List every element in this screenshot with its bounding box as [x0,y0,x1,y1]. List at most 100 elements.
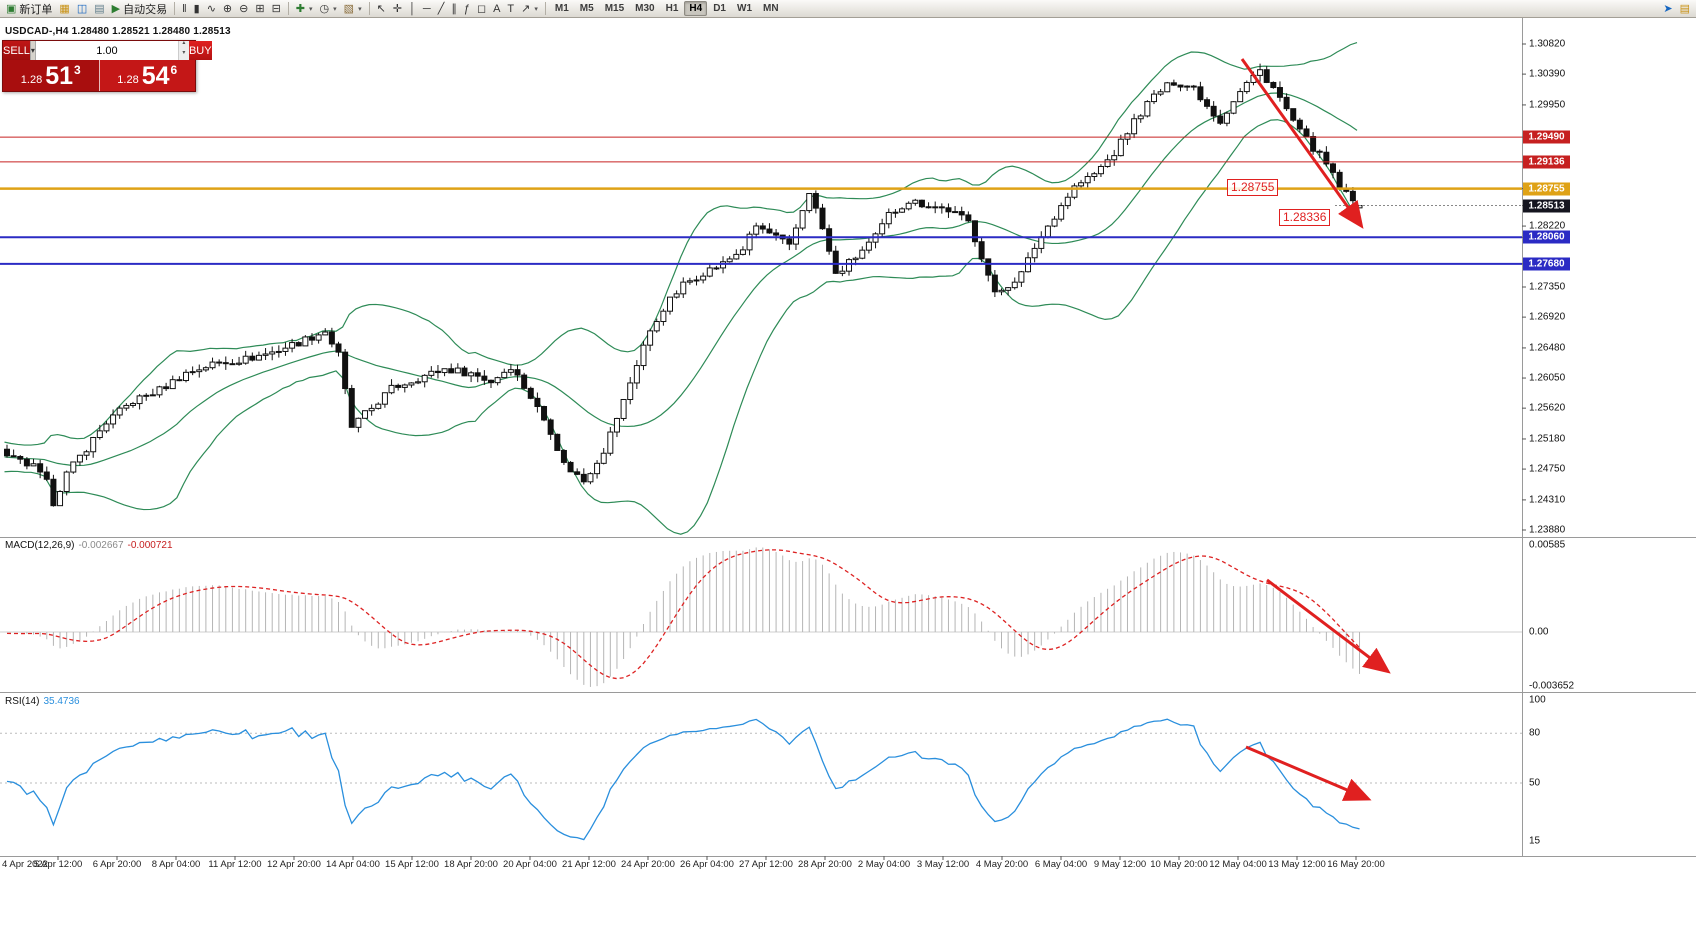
news-icon: ▤ [1679,2,1690,15]
price-annotation[interactable]: 1.28336 [1279,209,1331,226]
macd-main-value: -0.002667 [78,540,124,551]
horizontal-line-button[interactable]: ─ [420,1,434,17]
indicators-icon: ✚ [295,2,306,15]
bid-price-button[interactable]: 1.28 51 3 [3,60,100,91]
trade-panel-top-row: SELL ▾ ▴ ▾ BUY [3,40,212,60]
macd-name: MACD(12,26,9) [5,540,75,551]
rsi-axis-label: 100 [1529,694,1546,706]
zoom-in-icon: ⊕ [222,2,233,15]
timeframe-m30-button[interactable]: M30 [635,3,655,14]
time-axis-label: 12 Apr 20:00 [267,859,321,870]
rsi-name: RSI(14) [5,696,40,707]
timeframe-h4-button[interactable]: H4 [684,1,708,16]
chart-ohlc-header: USDCAD-,H4 1.28480 1.28521 1.28480 1.285… [5,26,231,37]
volume-up-button[interactable]: ▴ [178,40,189,51]
periods-button[interactable]: ◷ ▾ [317,1,340,17]
arrange-windows-icon: ⊟ [271,2,281,15]
one-click-trading-panel: SELL ▾ ▴ ▾ BUY 1.28 51 3 1.28 54 6 [2,40,212,92]
time-axis-label: 8 Apr 04:00 [151,859,201,870]
timeframe-d1-button[interactable]: D1 [713,3,726,14]
macd-indicator-label: MACD(12,26,9) -0.002667 -0.000721 [5,540,173,551]
time-axis-label: 21 Apr 12:00 [562,859,616,870]
data-window-icon: ▤ [94,2,105,15]
line-chart-button[interactable]: ∿ [204,1,219,17]
time-axis-label: 27 Apr 12:00 [739,859,793,870]
autotrading-button[interactable]: ▶ 自动交易 [109,1,170,17]
volume-input[interactable] [35,41,178,60]
time-axis-label: 24 Apr 20:00 [621,859,675,870]
text-button[interactable]: A [490,1,503,17]
chart-profiles-button[interactable]: ▦ [56,1,72,17]
time-axis-label: 18 Apr 20:00 [444,859,498,870]
toolbar-separator [544,2,546,15]
price-axis-label: 1.27350 [1529,281,1566,293]
timeframe-h1-button[interactable]: H1 [665,3,679,14]
time-axis-label: 4 Apr 2022 [2,859,48,870]
chart-profiles-icon: ▦ [59,2,70,15]
autotrading-button-label: 自动交易 [123,3,168,16]
bar-chart-button[interactable]: ‖ [179,1,190,17]
timeframe-m5-button[interactable]: M5 [579,3,594,14]
zoom-in-button[interactable]: ⊕ [220,1,235,17]
zoom-out-button[interactable]: ⊖ [236,1,251,17]
price-axis-label: 1.26920 [1529,311,1566,323]
news-button[interactable]: ▤ [1677,1,1693,17]
tile-windows-button[interactable]: ⊞ [252,1,267,17]
ask-price-int: 1.28 [117,74,139,86]
volume-preset-dropdown[interactable]: ▾ [29,41,36,60]
toolbar-separator [368,2,370,15]
candlestick-chart-button[interactable]: ▮ [191,1,203,17]
price-axis-badge-current: 1.28513 [1523,199,1570,213]
price-annotation[interactable]: 1.28755 [1227,179,1279,196]
ask-price-sup: 6 [170,63,178,77]
label-icon: T [507,2,515,15]
arrange-windows-button[interactable]: ⊟ [269,1,284,17]
fibonacci-button[interactable]: ƒ [461,1,473,17]
vertical-line-button[interactable]: │ [406,1,419,17]
sell-button[interactable]: SELL [3,41,30,60]
arrows-button[interactable]: ↗ ▾ [518,1,541,17]
shapes-button[interactable]: ◻ [474,1,489,17]
community-icon: ➤ [1663,2,1673,15]
data-window-button[interactable]: ▤ [91,1,107,17]
timeframe-m1-button[interactable]: M1 [554,3,569,14]
timeframe-mn-button[interactable]: MN [763,3,779,14]
rsi-value: 35.4736 [43,696,80,707]
price-axis-label: 1.26480 [1529,342,1566,354]
community-button[interactable]: ➤ [1660,1,1675,17]
macd-axis-label: 0.00585 [1529,539,1566,551]
market-watch-button[interactable]: ◫ [74,1,90,17]
price-axis-badge-blue: 1.28060 [1523,230,1570,244]
volume-down-button[interactable]: ▾ [178,50,189,60]
indicators-button[interactable]: ✚ ▾ [293,1,316,17]
timeframe-w1-button[interactable]: W1 [737,3,752,14]
macd-axis-label: 0.00 [1529,626,1549,638]
price-axis-badge-orange: 1.28755 [1523,182,1570,196]
chevron-down-icon: ▾ [534,5,538,13]
rsi-indicator-label: RSI(14) 35.4736 [5,696,80,707]
crosshair-button[interactable]: ✛ [390,1,405,17]
new-order-button[interactable]: ▣ 新订单 [3,1,55,17]
price-axis-label: 1.24750 [1529,463,1566,475]
macd-axis-label: -0.003652 [1529,680,1575,692]
bid-price-sup: 3 [74,63,81,77]
time-axis-label: 6 May 04:00 [1034,859,1088,870]
price-axis-label: 1.23880 [1529,524,1566,536]
price-axis-label: 1.25620 [1529,402,1566,414]
trendline-button[interactable]: ╱ [435,1,448,17]
templates-button[interactable]: ▧ ▾ [341,1,365,17]
cursor-button[interactable]: ↖ [374,1,389,17]
buy-button[interactable]: BUY [188,41,212,60]
chevron-down-icon: ▾ [333,5,337,13]
price-axis-label: 1.25180 [1529,433,1566,445]
ask-price-button[interactable]: 1.28 54 6 [99,60,195,91]
candlestick-chart-icon: ▮ [193,2,200,15]
timeframe-m15-button[interactable]: M15 [604,3,625,14]
price-axis-label: 1.24310 [1529,494,1566,506]
label-button[interactable]: T [504,1,517,17]
tile-windows-icon: ⊞ [255,2,265,15]
price-axis-label: 1.29950 [1529,99,1566,111]
crosshair-icon: ✛ [392,2,403,15]
channel-button[interactable]: ∥ [448,1,460,17]
